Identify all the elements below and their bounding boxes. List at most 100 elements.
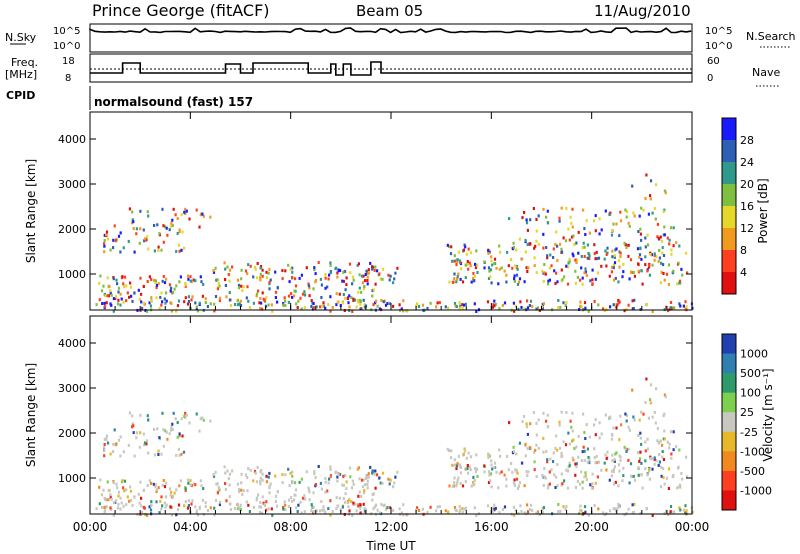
velocity-echo bbox=[566, 486, 570, 490]
velocity-echo bbox=[527, 470, 530, 474]
power-echo bbox=[684, 300, 687, 304]
velocity-echo bbox=[470, 484, 473, 488]
power-echo bbox=[389, 274, 392, 278]
velocity-echo bbox=[562, 440, 565, 444]
power-echo bbox=[472, 276, 475, 280]
velocity-echo bbox=[342, 474, 345, 478]
velocity-echo bbox=[648, 468, 651, 472]
velocity-echo bbox=[248, 510, 251, 513]
power-echo bbox=[328, 273, 331, 277]
velocity-echo bbox=[348, 509, 351, 513]
power-echo bbox=[508, 217, 511, 221]
power-echo bbox=[451, 280, 454, 284]
colorbar-tick-label: 20 bbox=[740, 178, 754, 191]
power-echo bbox=[297, 299, 300, 303]
velocity-echo bbox=[453, 481, 456, 485]
power-echo bbox=[334, 267, 337, 271]
power-echo bbox=[684, 307, 687, 311]
velocity-echo bbox=[565, 411, 568, 414]
velocity-echo bbox=[182, 450, 186, 454]
power-echo bbox=[659, 235, 662, 239]
velocity-echo bbox=[165, 503, 168, 507]
power-echo bbox=[638, 214, 641, 218]
velocity-echo bbox=[644, 449, 647, 453]
power-echo bbox=[518, 237, 521, 241]
velocity-echo bbox=[619, 414, 622, 418]
power-echo bbox=[584, 270, 587, 274]
power-echo bbox=[184, 296, 187, 300]
nave-label: Nave bbox=[752, 66, 780, 79]
velocity-echo bbox=[458, 505, 461, 509]
power-echo bbox=[313, 268, 316, 272]
velocity-echo bbox=[519, 504, 522, 508]
velocity-echo bbox=[568, 461, 571, 465]
velocity-echo bbox=[613, 459, 616, 463]
velocity-echo bbox=[447, 510, 450, 514]
power-echo bbox=[123, 285, 126, 289]
velocity-echo bbox=[614, 452, 617, 456]
velocity-echo bbox=[633, 478, 636, 482]
velocity-echo bbox=[627, 447, 630, 451]
velocity-echo bbox=[261, 495, 264, 499]
velocity-echo bbox=[156, 427, 159, 431]
velocity-echo bbox=[649, 457, 652, 460]
colorbar-tick-label: 1000 bbox=[740, 348, 768, 361]
power-echo bbox=[511, 266, 514, 270]
power-echo bbox=[308, 286, 311, 290]
colorbar-swatch bbox=[722, 470, 736, 491]
velocity-echo bbox=[568, 442, 571, 446]
velocity-echo bbox=[497, 486, 500, 490]
power-echo bbox=[533, 246, 536, 250]
power-echo bbox=[189, 279, 192, 283]
velocity-echo bbox=[98, 485, 101, 489]
velocity-echo bbox=[117, 490, 121, 494]
velocity-echo bbox=[239, 508, 243, 511]
velocity-echo bbox=[112, 450, 115, 454]
power-echo bbox=[324, 306, 327, 310]
power-echo bbox=[619, 210, 622, 214]
velocity-echo bbox=[453, 463, 456, 467]
power-echo bbox=[253, 265, 257, 269]
velocity-echo bbox=[105, 505, 108, 509]
power-echo bbox=[371, 294, 374, 298]
power-echo bbox=[298, 276, 301, 280]
velocity-echo bbox=[374, 469, 377, 473]
velocity-echo bbox=[518, 481, 522, 485]
velocity-echo bbox=[680, 471, 683, 475]
power-echo bbox=[672, 244, 675, 248]
velocity-echo bbox=[483, 464, 486, 468]
velocity-echo bbox=[122, 486, 125, 490]
velocity-echo bbox=[98, 502, 101, 506]
velocity-echo bbox=[547, 483, 550, 487]
velocity-echo bbox=[610, 437, 614, 441]
velocity-echo bbox=[362, 502, 365, 506]
power-echo bbox=[145, 238, 148, 242]
nsky-tick-top: 10^5 bbox=[53, 26, 80, 37]
power-echo bbox=[513, 274, 516, 278]
velocity-echo bbox=[468, 465, 471, 469]
power-echo bbox=[589, 279, 592, 283]
velocity-echo bbox=[542, 450, 545, 454]
velocity-echo bbox=[367, 475, 370, 479]
velocity-echo bbox=[334, 471, 337, 475]
velocity-echo bbox=[464, 467, 467, 471]
velocity-echo bbox=[575, 462, 578, 466]
velocity-echo bbox=[227, 477, 230, 480]
velocity-echo bbox=[582, 412, 585, 416]
power-echo bbox=[287, 300, 290, 304]
power-echo bbox=[371, 289, 374, 293]
power-echo bbox=[531, 304, 534, 308]
velocity-echo bbox=[483, 470, 486, 474]
velocity-echo bbox=[625, 419, 628, 423]
power-echo bbox=[464, 302, 467, 306]
velocity-echo bbox=[548, 470, 551, 474]
power-echo bbox=[544, 272, 547, 276]
power-echo bbox=[458, 301, 461, 305]
power-echo bbox=[658, 256, 661, 260]
power-echo bbox=[260, 301, 263, 305]
colorbar-swatch bbox=[722, 392, 736, 413]
velocity-echo bbox=[521, 461, 524, 465]
power-echo bbox=[613, 278, 616, 282]
power-echo bbox=[367, 271, 370, 275]
